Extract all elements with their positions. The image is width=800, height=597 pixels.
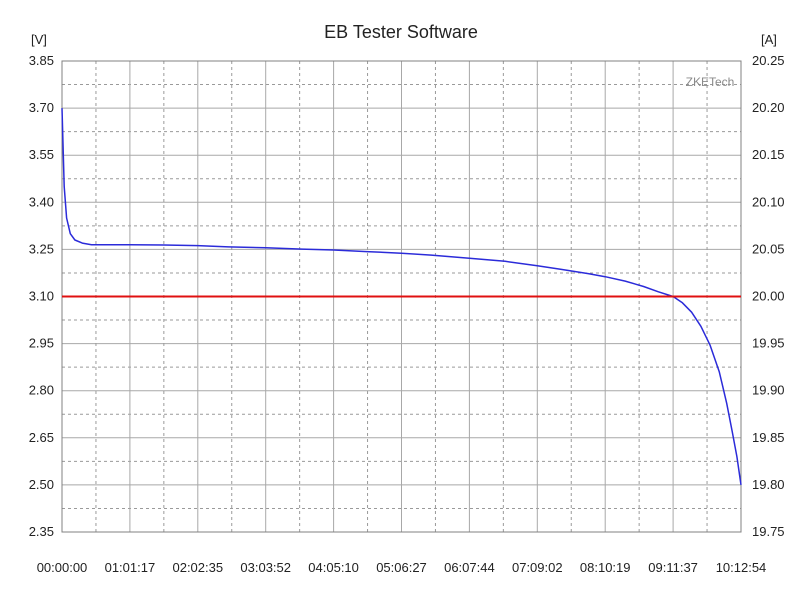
y-right-tick-label: 20.20 — [752, 100, 785, 115]
x-tick-label: 03:03:52 — [240, 560, 291, 575]
chart-title: EB Tester Software — [324, 22, 478, 42]
x-tick-label: 04:05:10 — [308, 560, 359, 575]
y-left-tick-label: 3.10 — [29, 289, 54, 304]
y-left-tick-label: 3.40 — [29, 194, 54, 209]
x-tick-label: 08:10:19 — [580, 560, 631, 575]
left-axis-unit: [V] — [31, 32, 47, 47]
y-left-tick-label: 2.80 — [29, 383, 54, 398]
watermark-text: ZKETech — [686, 75, 735, 89]
x-tick-label: 02:02:35 — [172, 560, 223, 575]
x-ticks: 00:00:00 01:01:17 02:02:35 03:03:52 04:05:10… — [37, 560, 767, 575]
y-left-tick-label: 3.85 — [29, 53, 54, 68]
y-right-tick-label: 19.95 — [752, 336, 785, 351]
y-left-tick-label: 3.25 — [29, 241, 54, 256]
x-tick-label: 05:06:27 — [376, 560, 427, 575]
y-right-tick-label: 19.80 — [752, 477, 785, 492]
right-axis-unit: [A] — [761, 32, 777, 47]
y-right-tick-label: 20.05 — [752, 241, 785, 256]
y-left-tick-label: 3.55 — [29, 147, 54, 162]
y-right-tick-label: 20.15 — [752, 147, 785, 162]
y-right-ticks: 20.25 20.20 20.15 20.10 20.05 20.00 19.95 19.90… — [752, 53, 785, 539]
y-left-ticks: 3.85 3.70 3.55 3.40 3.25 3.10 2.95 2.80 2.65 2.50… — [29, 53, 54, 539]
x-tick-label: 06:07:44 — [444, 560, 495, 575]
x-tick-label: 01:01:17 — [105, 560, 156, 575]
y-right-tick-label: 19.90 — [752, 383, 785, 398]
voltage-series-line — [61, 108, 742, 486]
y-right-tick-label: 19.85 — [752, 430, 785, 445]
y-right-tick-label: 20.10 — [752, 194, 785, 209]
x-tick-label: 10:12:54 — [716, 560, 767, 575]
y-left-tick-label: 2.65 — [29, 430, 54, 445]
y-right-tick-label: 20.25 — [752, 53, 785, 68]
y-left-tick-label: 2.35 — [29, 524, 54, 539]
x-tick-label: 09:11:37 — [648, 560, 698, 575]
y-left-tick-label: 2.50 — [29, 477, 54, 492]
series-layer — [61, 108, 742, 486]
y-right-tick-label: 19.75 — [752, 524, 785, 539]
y-right-tick-label: 20.00 — [752, 289, 785, 304]
y-left-tick-label: 3.70 — [29, 100, 54, 115]
x-tick-label: 07:09:02 — [512, 560, 563, 575]
y-left-tick-label: 2.95 — [29, 336, 54, 351]
x-tick-label: 00:00:00 — [37, 560, 88, 575]
